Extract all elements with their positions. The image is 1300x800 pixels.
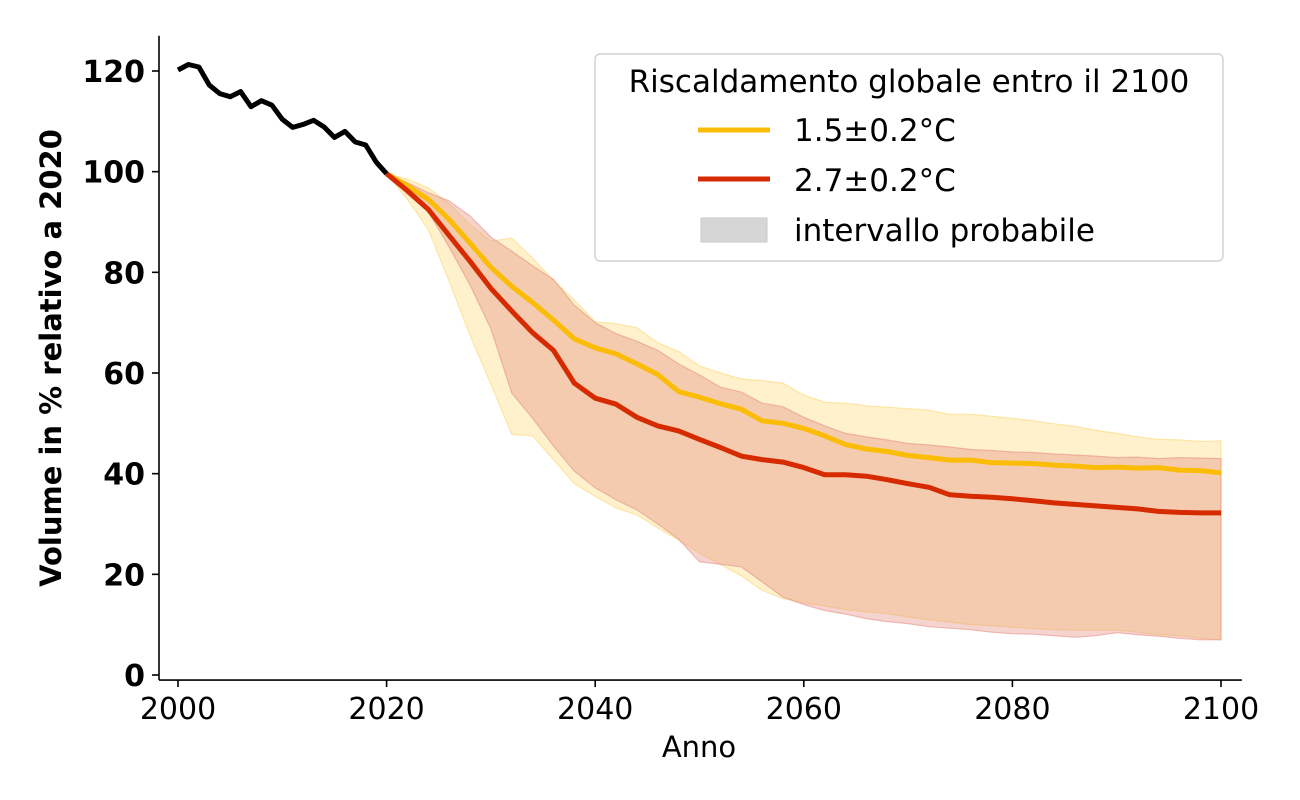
y-tick-label: 100 [82,156,145,191]
x-tick-label: 2020 [348,692,424,727]
legend-label-likely-range: intervallo probabile [794,213,1095,249]
legend-swatch-likely-range [700,217,768,243]
legend-title: Riscaldamento globale entro il 2100 [629,64,1190,100]
historical-line [176,62,389,176]
bands-layer [384,172,1222,641]
x-ticks: 2000 2020 2040 2060 2080 2100 [140,680,1259,727]
y-tick-label: 120 [82,55,145,90]
legend-label-2-7c: 2.7±0.2°C [794,163,956,199]
y-tick-label: 60 [103,357,145,392]
series-line-2-7c [385,171,1221,516]
legend: Riscaldamento globale entro il 2100 1.5±… [594,53,1224,262]
x-tick-label: 2080 [974,692,1050,727]
x-tick-label: 2040 [557,692,633,727]
x-tick-label: 2100 [1183,692,1259,727]
series-line-1-5c [385,171,1222,476]
y-tick-label: 0 [124,659,145,694]
y-tick-label: 40 [103,458,145,493]
x-tick-label: 2000 [140,692,216,727]
y-tick-label: 20 [103,558,145,593]
x-axis-label: Anno [662,730,736,764]
likely-range-band-2-7c [386,173,1222,641]
y-tick-label: 80 [103,256,145,291]
lines-layer [176,62,1222,516]
x-tick-label: 2060 [766,692,842,727]
legend-frame [594,53,1224,262]
y-axis-label: Volume in % relativo a 2020 [34,129,68,587]
legend-label-1-5c: 1.5±0.2°C [794,113,956,149]
y-ticks: 0 20 40 60 80 100 120 [82,55,159,694]
